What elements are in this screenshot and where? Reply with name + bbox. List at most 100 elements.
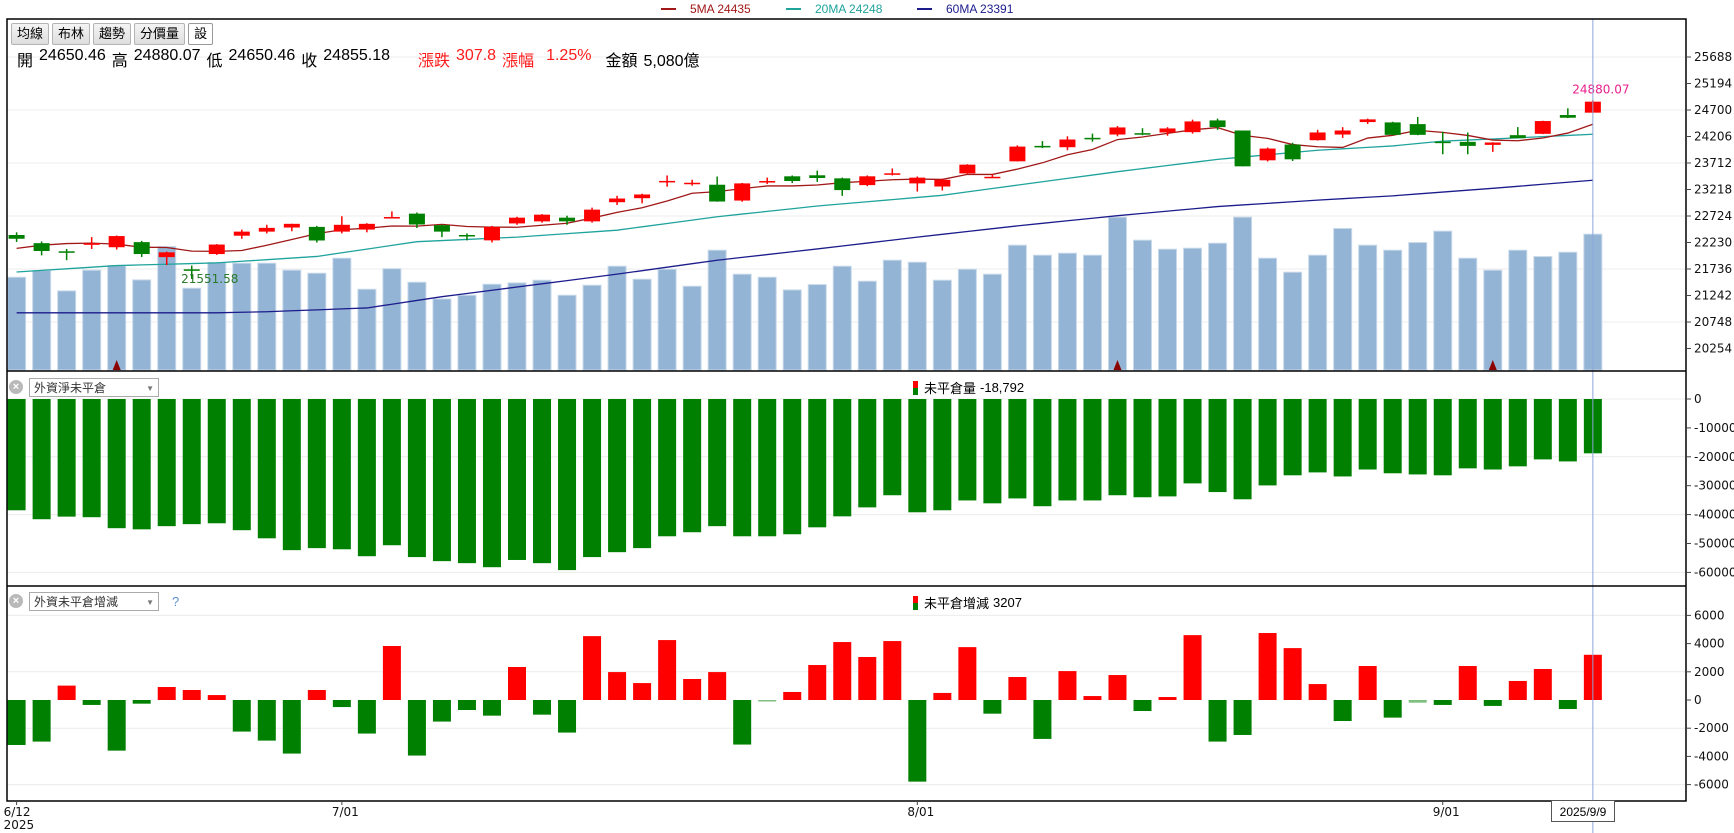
trend-button[interactable]: 趨勢 bbox=[93, 23, 132, 45]
change-bar bbox=[958, 647, 977, 700]
volume-bar bbox=[657, 268, 677, 371]
change-bar bbox=[1258, 633, 1277, 700]
candle-body bbox=[934, 179, 951, 187]
oi-bar bbox=[57, 399, 76, 517]
oi-bar bbox=[558, 399, 577, 571]
volume-bar bbox=[32, 270, 52, 371]
change-bar bbox=[533, 700, 552, 715]
legend-5ma-label: 5MA 24435 bbox=[690, 2, 751, 16]
change-bar bbox=[407, 700, 426, 756]
volume-bar bbox=[782, 289, 802, 371]
oi-bar bbox=[107, 399, 126, 529]
date-axis-label: 6/12 bbox=[4, 805, 31, 819]
oi-bar bbox=[257, 399, 276, 539]
oi-bar bbox=[432, 399, 451, 562]
change-bar bbox=[733, 700, 752, 745]
candle-body bbox=[83, 243, 100, 245]
change-axis-label: -2000 bbox=[1694, 721, 1729, 735]
volume-profile-button[interactable]: 分價量 bbox=[134, 23, 186, 45]
volume-bar bbox=[7, 276, 27, 371]
change-bar bbox=[482, 700, 501, 716]
candle-body bbox=[584, 209, 601, 222]
price-axis-label: 25688 bbox=[1694, 50, 1732, 64]
settings-button[interactable]: 設 bbox=[188, 23, 214, 45]
change-bar bbox=[1358, 666, 1377, 700]
legend-line-icon bbox=[786, 8, 801, 10]
oi-bar bbox=[883, 399, 902, 496]
date-axis-label: 7/01 bbox=[332, 805, 359, 819]
help-icon[interactable]: ? bbox=[172, 594, 180, 609]
volume-bar bbox=[1158, 248, 1178, 371]
change-bar bbox=[57, 685, 76, 700]
ma60-line bbox=[16, 179, 1593, 314]
change-bar bbox=[1308, 684, 1327, 700]
candle-body bbox=[559, 217, 576, 222]
close-change-panel-icon[interactable]: × bbox=[9, 594, 23, 608]
change-bar bbox=[658, 640, 677, 700]
oi-bar bbox=[1283, 399, 1302, 476]
close-oi-panel-icon[interactable]: × bbox=[9, 380, 23, 394]
oi-selector-value: 外資淨未平倉 bbox=[34, 381, 107, 395]
volume-bar bbox=[1032, 254, 1052, 371]
oi-bar bbox=[357, 399, 376, 557]
price-axis-label: 23218 bbox=[1694, 183, 1732, 197]
candle-body bbox=[308, 226, 325, 241]
high-label: 高 bbox=[111, 53, 128, 70]
volume-bar bbox=[1558, 251, 1578, 371]
oi-bar bbox=[7, 399, 26, 511]
oi-bar bbox=[307, 399, 326, 549]
price-axis-label: 21242 bbox=[1694, 289, 1732, 303]
candle-body bbox=[1359, 119, 1376, 123]
change-bar bbox=[1458, 666, 1477, 700]
change-bar bbox=[858, 656, 877, 700]
volume-bar bbox=[1007, 244, 1027, 371]
candle-body bbox=[1234, 130, 1251, 167]
bollinger-button[interactable]: 布林 bbox=[52, 23, 91, 45]
candle-body bbox=[408, 213, 425, 225]
change-value: 307.8 bbox=[456, 47, 497, 64]
change-bar bbox=[1183, 635, 1202, 700]
change-bar bbox=[107, 700, 126, 751]
chevron-down-icon: ▼ bbox=[146, 598, 154, 607]
candle-body bbox=[659, 180, 676, 183]
volume-bar bbox=[107, 265, 127, 371]
legend-5ma: 5MA 24435 bbox=[661, 2, 751, 16]
change-bar bbox=[257, 700, 276, 741]
change-bar bbox=[282, 700, 301, 754]
change-bar bbox=[157, 687, 176, 700]
date-axis-label: 8/01 bbox=[907, 805, 934, 819]
open-value: 24650.46 bbox=[39, 47, 106, 64]
change-axis-label: -4000 bbox=[1694, 749, 1729, 763]
ma-button[interactable]: 均線 bbox=[11, 23, 50, 45]
oi-bar bbox=[958, 399, 977, 501]
oi-bar bbox=[1358, 399, 1377, 470]
change-axis-label: -6000 bbox=[1694, 778, 1729, 792]
price-axis-label: 21736 bbox=[1694, 262, 1732, 276]
oi-bar bbox=[758, 399, 777, 537]
oi-bar bbox=[658, 399, 677, 537]
change-bar bbox=[1058, 671, 1077, 700]
change-indicator-select[interactable]: 外資未平倉增減 ▼ bbox=[29, 592, 159, 611]
price-axis-label: 24700 bbox=[1694, 103, 1732, 117]
volume-bar bbox=[707, 249, 727, 371]
oi-axis-label: -30000 bbox=[1694, 479, 1734, 493]
change-bar bbox=[808, 665, 827, 700]
change-bar bbox=[708, 672, 727, 700]
change-bar bbox=[833, 642, 852, 700]
oi-bar bbox=[608, 399, 627, 553]
oi-bar bbox=[1408, 399, 1427, 475]
change-axis-label: 6000 bbox=[1694, 608, 1725, 622]
change-bar bbox=[1208, 700, 1227, 742]
cursor-date-label: 2025/9/9 bbox=[1551, 800, 1615, 822]
oi-axis-label: -10000 bbox=[1694, 421, 1734, 435]
oi-axis-label: -40000 bbox=[1694, 508, 1734, 522]
change-bar bbox=[307, 689, 326, 700]
ma5-line bbox=[16, 123, 1594, 253]
volume-bar bbox=[1258, 257, 1278, 371]
candle-body bbox=[233, 231, 250, 236]
candle-body bbox=[1009, 146, 1026, 162]
oi-indicator-select[interactable]: 外資淨未平倉 ▼ bbox=[29, 378, 159, 397]
oi-axis-label: -60000 bbox=[1694, 565, 1734, 579]
volume-bar bbox=[1057, 252, 1077, 371]
